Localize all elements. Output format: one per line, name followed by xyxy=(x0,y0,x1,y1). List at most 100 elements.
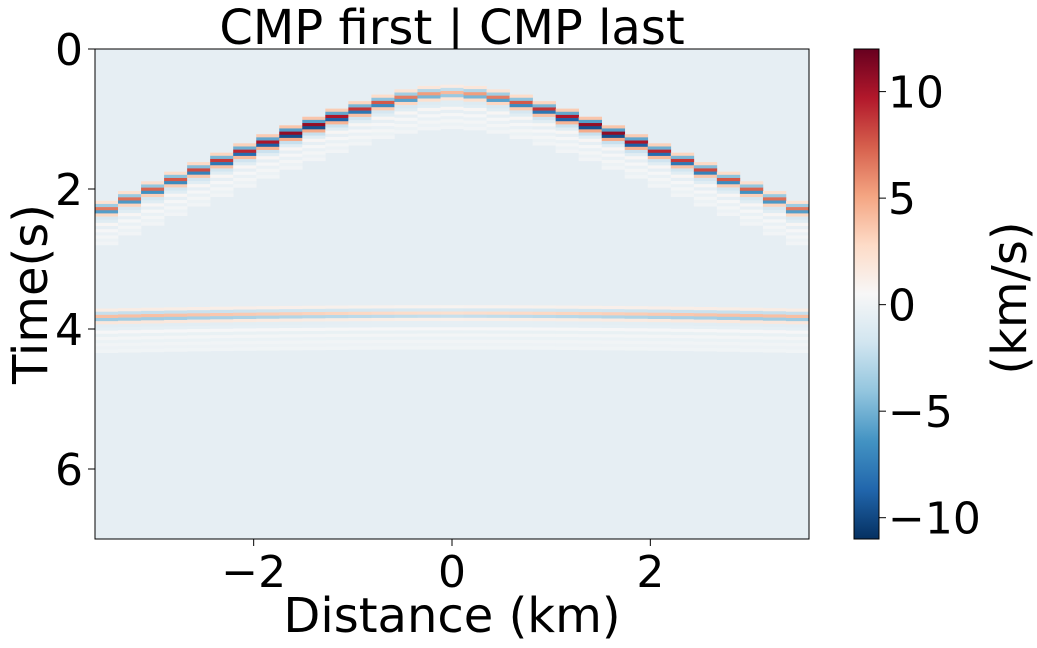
heatmap-cell xyxy=(486,343,510,347)
y-axis-label: Time(s) xyxy=(3,204,59,385)
heatmap-cell xyxy=(463,320,487,325)
heatmap-cell xyxy=(164,209,188,213)
heatmap-cell xyxy=(371,317,395,322)
heatmap-cell xyxy=(463,317,487,322)
heatmap-cell xyxy=(555,318,579,322)
heatmap-cell xyxy=(164,307,188,311)
heatmap-cell xyxy=(739,187,764,192)
heatmap-cell xyxy=(716,323,741,327)
heatmap-cell xyxy=(210,158,234,163)
heatmap-cell xyxy=(141,326,165,331)
heatmap-cell xyxy=(348,107,372,111)
heatmap-cell xyxy=(141,342,165,346)
heatmap-cell xyxy=(187,199,211,204)
heatmap-cell xyxy=(302,123,326,127)
heatmap-cell xyxy=(348,138,372,143)
heatmap-cell xyxy=(256,328,280,332)
x-tick-label: −2 xyxy=(221,547,286,598)
heatmap-cell xyxy=(739,310,764,315)
heatmap-cell xyxy=(233,315,257,320)
heatmap-cell xyxy=(601,324,626,329)
heatmap-cell xyxy=(95,343,119,347)
heatmap-cell xyxy=(302,327,326,332)
heatmap-cell xyxy=(739,339,764,343)
heatmap-cell xyxy=(95,314,119,319)
heatmap-cell xyxy=(118,228,142,233)
heatmap-cell xyxy=(371,104,395,108)
heatmap-cell xyxy=(486,339,510,344)
heatmap-cell xyxy=(164,316,188,321)
heatmap-cell xyxy=(394,98,418,103)
heatmap-cell xyxy=(233,334,257,339)
heatmap-cell xyxy=(256,312,280,316)
heatmap-cell xyxy=(762,323,787,328)
heatmap-cell xyxy=(693,174,718,179)
heatmap-cell xyxy=(762,216,787,220)
heatmap-cell xyxy=(325,315,349,319)
heatmap-cell xyxy=(325,324,349,328)
heatmap-cell xyxy=(279,343,303,348)
heatmap-cell xyxy=(233,181,257,185)
heatmap-cell xyxy=(463,346,487,350)
heatmap-cell xyxy=(118,330,142,334)
heatmap-cell xyxy=(785,229,810,233)
heatmap-cell xyxy=(716,342,741,346)
heatmap-cell xyxy=(785,203,810,208)
heatmap-cell xyxy=(601,305,626,310)
heatmap-cell xyxy=(164,342,188,346)
heatmap-cell xyxy=(716,196,741,201)
heatmap-cell xyxy=(325,340,349,344)
heatmap-cell xyxy=(141,307,165,312)
heatmap-cell xyxy=(210,316,234,320)
heatmap-cell xyxy=(509,311,533,316)
heatmap-cell xyxy=(486,124,510,128)
heatmap-cell xyxy=(532,123,556,127)
heatmap-cell xyxy=(394,314,418,319)
heatmap-cell xyxy=(279,321,303,326)
heatmap-cell xyxy=(141,203,165,207)
heatmap-cell xyxy=(302,129,326,133)
heatmap-cell xyxy=(532,104,556,108)
heatmap-cell xyxy=(578,135,603,140)
heatmap-cell xyxy=(417,333,441,338)
heatmap-cell xyxy=(325,111,349,116)
heatmap-cell xyxy=(164,338,188,343)
heatmap-cell xyxy=(555,143,579,147)
heatmap-cell xyxy=(233,184,257,188)
heatmap-cell xyxy=(762,203,787,208)
heatmap-cell xyxy=(302,141,326,146)
heatmap-cell xyxy=(647,328,672,332)
heatmap-cell xyxy=(141,332,165,337)
heatmap-cell xyxy=(164,323,188,327)
heatmap-cell xyxy=(118,219,142,223)
heatmap-cell xyxy=(371,122,395,127)
heatmap-cell xyxy=(302,340,326,344)
heatmap-cell xyxy=(785,330,810,335)
heatmap-cell xyxy=(785,349,810,353)
heatmap-cell xyxy=(670,319,695,323)
heatmap-cell xyxy=(164,326,188,330)
heatmap-cell xyxy=(118,200,142,204)
heatmap-cell xyxy=(647,184,672,188)
heatmap-cell xyxy=(325,140,349,144)
heatmap-cell xyxy=(233,168,257,172)
heatmap-cell xyxy=(440,113,464,117)
heatmap-cell xyxy=(762,339,787,344)
heatmap-cell xyxy=(555,108,579,113)
heatmap-cell xyxy=(394,124,418,128)
heatmap-cell xyxy=(762,225,787,230)
heatmap-cell xyxy=(187,341,211,346)
heatmap-cell xyxy=(509,113,533,117)
heatmap-cell xyxy=(141,219,165,223)
heatmap-cell xyxy=(601,159,626,164)
heatmap-cell xyxy=(118,327,142,331)
heatmap-cell xyxy=(95,229,119,233)
heatmap-cell xyxy=(302,330,326,335)
heatmap-cell xyxy=(187,171,211,175)
colorbar-tick-label: −10 xyxy=(888,494,981,545)
heatmap-cell xyxy=(440,314,464,319)
heatmap-cell xyxy=(486,330,510,334)
heatmap-cell xyxy=(440,119,464,123)
heatmap-cell xyxy=(532,321,556,325)
heatmap-cell xyxy=(348,135,372,140)
